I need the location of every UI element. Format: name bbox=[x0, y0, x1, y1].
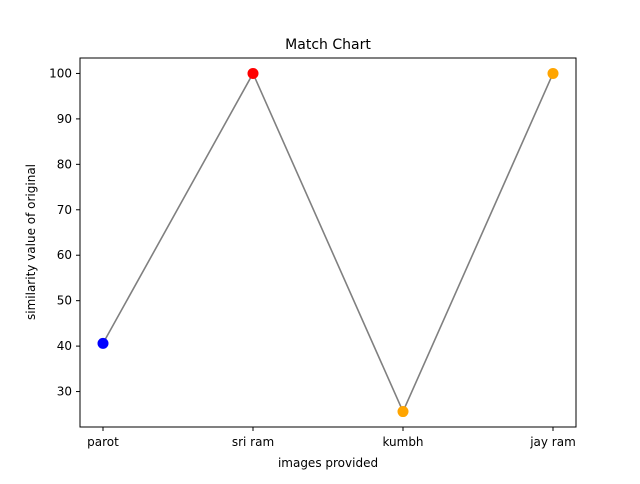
y-axis: 30 40 50 60 70 80 90 100 bbox=[49, 66, 80, 399]
y-tick-label: 80 bbox=[57, 157, 72, 171]
y-tick-label: 50 bbox=[57, 294, 72, 308]
x-tick-label: parot bbox=[87, 435, 119, 449]
plot-frame bbox=[79, 57, 577, 428]
y-tick-label: 40 bbox=[57, 339, 72, 353]
y-tick-label: 60 bbox=[57, 248, 72, 262]
x-tick-label: jay ram bbox=[529, 435, 576, 449]
y-tick-label: 100 bbox=[49, 66, 72, 80]
x-axis-label: images provided bbox=[278, 456, 378, 470]
data-point bbox=[547, 67, 559, 79]
series-line bbox=[102, 71, 554, 414]
x-tick-label: kumbh bbox=[382, 435, 423, 449]
y-tick-label: 70 bbox=[57, 203, 72, 217]
x-tick-label: sri ram bbox=[232, 435, 274, 449]
series-layer bbox=[97, 67, 559, 418]
data-point bbox=[97, 337, 109, 349]
x-axis: parot sri ram kumbh jay ram bbox=[87, 427, 576, 449]
y-tick-label: 90 bbox=[57, 112, 72, 126]
chart-title: Match Chart bbox=[285, 37, 371, 53]
data-point bbox=[397, 406, 409, 418]
y-axis-label: similarity value of original bbox=[24, 164, 38, 320]
data-point bbox=[247, 67, 259, 79]
y-tick-label: 30 bbox=[57, 385, 72, 399]
